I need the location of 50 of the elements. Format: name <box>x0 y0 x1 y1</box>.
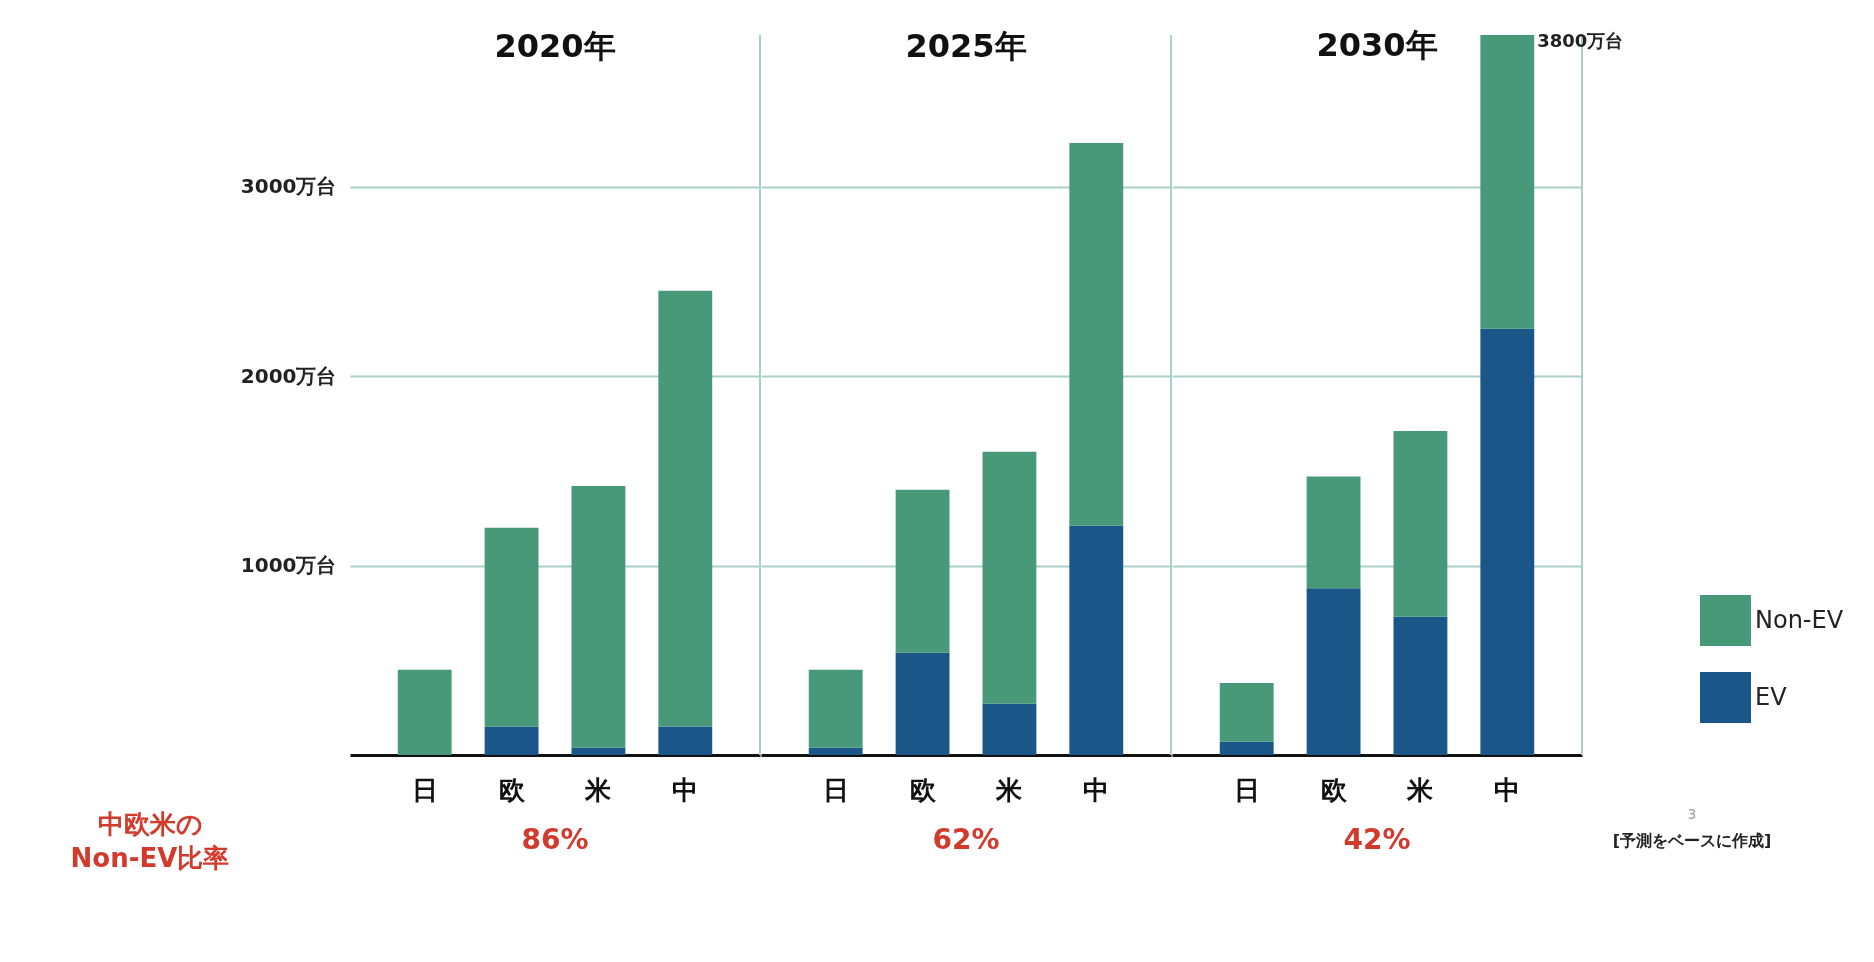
x-tick-label: 中 <box>672 774 699 805</box>
text: 42% <box>1343 823 1411 856</box>
bar <box>484 726 539 755</box>
bar <box>1393 431 1448 617</box>
x-tick-label: 欧 <box>909 774 937 805</box>
bar <box>1393 616 1448 755</box>
x-tick-label: 中 <box>1494 774 1521 805</box>
bar <box>1219 741 1274 755</box>
x-tick-label: 米 <box>995 774 1023 805</box>
bar <box>895 652 950 755</box>
x-tick-label: 米 <box>1406 774 1434 805</box>
legend-label: Non-EV <box>1755 605 1844 634</box>
legend-label: EV <box>1755 682 1788 711</box>
annotation: 3800万台 <box>1537 30 1624 51</box>
text: 86% <box>521 823 589 856</box>
bar <box>1069 143 1124 526</box>
y-tick-label: 1000万台 <box>240 553 337 578</box>
y-tick-label: 3000万台 <box>240 174 337 199</box>
x-tick-label: 中 <box>1083 774 1110 805</box>
x-tick-label: 欧 <box>1320 774 1348 805</box>
chart-title: 2030年 <box>1316 26 1438 64</box>
bar <box>808 747 863 755</box>
chart-title: 2020年 <box>494 27 616 65</box>
bar <box>895 489 950 653</box>
bar <box>1480 35 1535 329</box>
x-tick-label: 欧 <box>498 774 526 805</box>
bar <box>1219 683 1274 742</box>
bar <box>397 669 452 755</box>
x-tick-label: 日 <box>1233 774 1260 805</box>
bar <box>1306 476 1361 589</box>
text: 3 <box>1687 806 1697 822</box>
text: 62% <box>932 823 1000 856</box>
x-tick-label: 米 <box>584 774 612 805</box>
bar <box>982 703 1037 755</box>
bar <box>808 669 863 748</box>
bar <box>1306 588 1361 755</box>
x-tick-label: 日 <box>822 774 849 805</box>
bar <box>658 290 713 727</box>
text: 中欧米の Non-EV比率 <box>70 809 230 873</box>
bar <box>658 726 713 755</box>
text: [予測をベースに作成] <box>1612 831 1772 850</box>
bar <box>571 747 626 755</box>
bar <box>571 485 626 748</box>
x-tick-label: 日 <box>411 774 438 805</box>
chart-title: 2025年 <box>905 27 1027 65</box>
bar <box>484 527 539 727</box>
bar <box>1480 328 1535 755</box>
bar <box>982 451 1037 704</box>
bar <box>1069 525 1124 755</box>
y-tick-label: 2000万台 <box>240 363 337 388</box>
